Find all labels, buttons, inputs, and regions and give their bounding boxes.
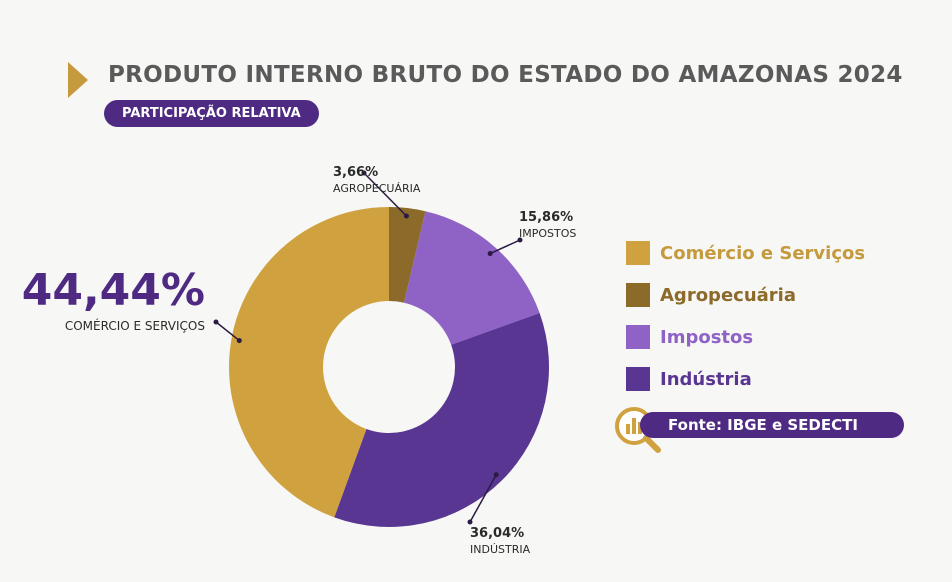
leader-end-dot-impostos bbox=[517, 237, 523, 243]
legend-swatch-comercio bbox=[626, 241, 650, 265]
leader-end-dot-industria bbox=[467, 519, 473, 525]
legend-swatch-impostos bbox=[626, 325, 650, 349]
leader-dot-agro bbox=[403, 213, 409, 219]
legend-label-agro: Agropecuária bbox=[660, 284, 796, 306]
legend-item-industria: Indústria bbox=[626, 358, 865, 400]
leader-end-dot-agro bbox=[361, 170, 367, 176]
leader-line-industria bbox=[469, 474, 497, 523]
leader-dot-industria bbox=[493, 472, 499, 478]
data-label-name-impostos: IMPOSTOS bbox=[519, 227, 576, 240]
legend-label-industria: Indústria bbox=[660, 368, 752, 390]
data-label-value-agro: 3,66% bbox=[333, 165, 378, 180]
data-label-value-industria: 36,04% bbox=[470, 526, 524, 541]
leader-line-agro bbox=[363, 172, 407, 217]
leader-dot-comercio bbox=[236, 338, 242, 344]
data-label-value-comercio: 44,44% bbox=[22, 265, 205, 316]
legend-swatch-agro bbox=[626, 283, 650, 307]
legend: Comércio e Serviços Agropecuária Imposto… bbox=[626, 232, 865, 400]
data-label-name-agro: AGROPECUÁRIA bbox=[333, 182, 421, 195]
leader-dot-impostos bbox=[487, 251, 493, 257]
source-badge: Fonte: IBGE e SEDECTI bbox=[640, 412, 904, 438]
leader-end-dot-comercio bbox=[213, 319, 219, 325]
slice-agro bbox=[389, 207, 426, 303]
data-label-value-impostos: 15,86% bbox=[519, 210, 573, 225]
data-label-name-industria: INDÚSTRIA bbox=[470, 543, 531, 556]
slice-industria bbox=[334, 312, 549, 527]
legend-label-impostos: Impostos bbox=[660, 326, 754, 348]
legend-label-comercio: Comércio e Serviços bbox=[660, 242, 866, 264]
legend-item-agro: Agropecuária bbox=[626, 274, 865, 316]
legend-item-comercio: Comércio e Serviços bbox=[626, 232, 865, 274]
title-arrow-icon bbox=[68, 62, 88, 98]
legend-swatch-industria bbox=[626, 367, 650, 391]
leader-line-impostos bbox=[489, 239, 521, 255]
leader-line-comercio bbox=[215, 321, 240, 342]
slice-comercio bbox=[229, 207, 389, 518]
subtitle-badge: PARTICIPAÇÃO RELATIVA bbox=[104, 100, 319, 127]
legend-item-impostos: Impostos bbox=[626, 316, 865, 358]
page-title: PRODUTO INTERNO BRUTO DO ESTADO DO AMAZO… bbox=[108, 62, 903, 88]
slice-impostos bbox=[404, 211, 540, 345]
data-label-name-comercio: COMÉRCIO E SERVIÇOS bbox=[65, 318, 205, 333]
